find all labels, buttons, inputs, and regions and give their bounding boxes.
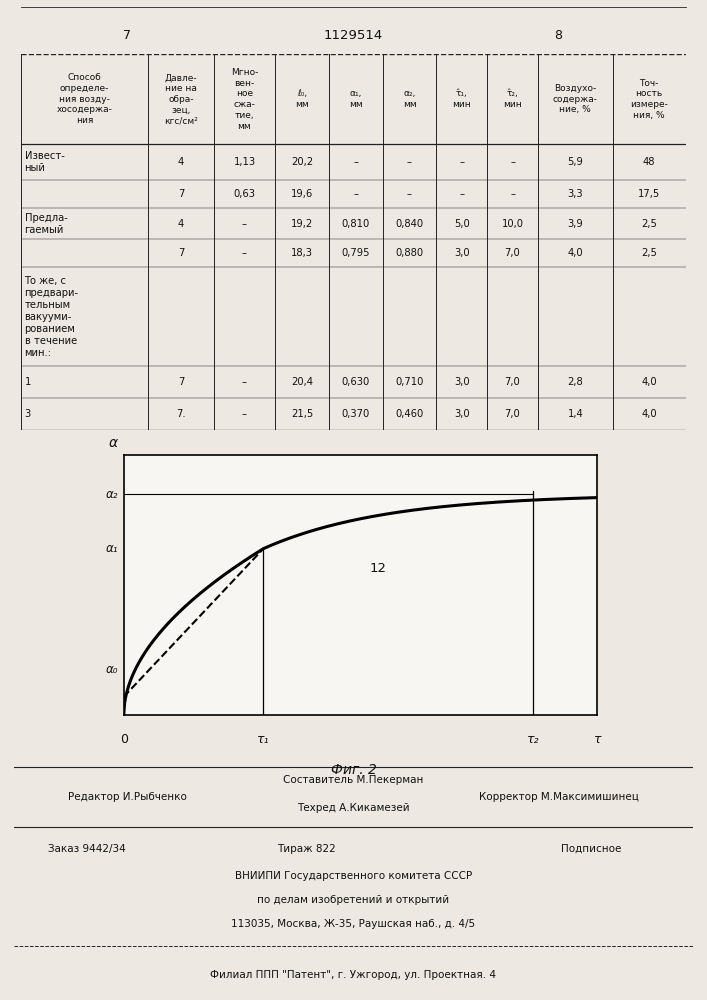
Text: Мгно-
вен-
ное
сжа-
тие,
мм: Мгно- вен- ное сжа- тие, мм xyxy=(230,68,258,131)
Text: Заказ 9442/34: Заказ 9442/34 xyxy=(48,844,126,854)
Text: 4,0: 4,0 xyxy=(641,409,657,419)
Text: 0,710: 0,710 xyxy=(395,377,423,387)
Text: 8: 8 xyxy=(554,29,563,42)
Text: τ̂₁,
мин: τ̂₁, мин xyxy=(452,89,471,109)
Text: 19,2: 19,2 xyxy=(291,219,313,229)
Text: 4,0: 4,0 xyxy=(641,377,657,387)
Text: 7,0: 7,0 xyxy=(505,248,520,258)
Text: –: – xyxy=(407,157,412,167)
Text: 0,795: 0,795 xyxy=(341,248,370,258)
Text: 3,9: 3,9 xyxy=(568,219,583,229)
Text: Точ-
ность
измере-
ния, %: Точ- ность измере- ния, % xyxy=(630,79,668,120)
Text: –: – xyxy=(460,157,464,167)
Text: 0,840: 0,840 xyxy=(395,219,423,229)
Text: 0,880: 0,880 xyxy=(395,248,423,258)
Text: –: – xyxy=(510,189,515,199)
Text: 3,0: 3,0 xyxy=(454,409,469,419)
Text: Извест-
ный: Извест- ный xyxy=(25,151,64,173)
Text: 5,9: 5,9 xyxy=(567,157,583,167)
Text: –: – xyxy=(510,157,515,167)
Text: –: – xyxy=(354,157,358,167)
Text: 3,0: 3,0 xyxy=(454,248,469,258)
Text: α₁: α₁ xyxy=(105,542,118,555)
Text: 10,0: 10,0 xyxy=(501,219,524,229)
Text: –: – xyxy=(242,409,247,419)
Text: 2,5: 2,5 xyxy=(641,248,657,258)
Text: –: – xyxy=(242,219,247,229)
Text: α₁,
мм: α₁, мм xyxy=(349,89,363,109)
Text: 3: 3 xyxy=(25,409,31,419)
Text: ℓ₀,
мм: ℓ₀, мм xyxy=(295,89,309,109)
Text: 4,0: 4,0 xyxy=(568,248,583,258)
Text: Филиал ППП "Патент", г. Ужгород, ул. Проектная. 4: Филиал ППП "Патент", г. Ужгород, ул. Про… xyxy=(211,970,496,980)
Text: 3,0: 3,0 xyxy=(454,377,469,387)
Text: α: α xyxy=(109,436,118,450)
Text: α₂: α₂ xyxy=(105,488,118,500)
Text: Корректор М.Максимишинец: Корректор М.Максимишинец xyxy=(479,792,638,802)
Text: Давле-
ние на
обра-
зец,
кгс/см²: Давле- ние на обра- зец, кгс/см² xyxy=(164,73,198,125)
Text: Составитель М.Пекерман: Составитель М.Пекерман xyxy=(284,775,423,785)
Text: Предла-
гаемый: Предла- гаемый xyxy=(25,213,67,235)
Text: Редактор И.Рыбченко: Редактор И.Рыбченко xyxy=(69,792,187,802)
Text: 7,0: 7,0 xyxy=(505,409,520,419)
Text: Тираж 822: Тираж 822 xyxy=(276,844,335,854)
Text: 0: 0 xyxy=(119,733,128,746)
Text: ВНИИПИ Государственного комитета СССР: ВНИИПИ Государственного комитета СССР xyxy=(235,871,472,881)
Text: α₂,
мм: α₂, мм xyxy=(402,89,416,109)
Text: 1129514: 1129514 xyxy=(324,29,383,42)
Text: 0,810: 0,810 xyxy=(341,219,370,229)
Text: Подписное: Подписное xyxy=(561,844,621,854)
Text: Способ
определе-
ния возду-
хосодержа-
ния: Способ определе- ния возду- хосодержа- н… xyxy=(57,73,112,125)
Text: 113035, Москва, Ж-35, Раушская наб., д. 4/5: 113035, Москва, Ж-35, Раушская наб., д. … xyxy=(231,919,476,929)
Text: 7: 7 xyxy=(123,29,132,42)
Text: τ₁: τ₁ xyxy=(257,733,269,746)
Text: 1,4: 1,4 xyxy=(568,409,583,419)
Text: 21,5: 21,5 xyxy=(291,409,313,419)
Text: 0,630: 0,630 xyxy=(341,377,370,387)
Text: 20,2: 20,2 xyxy=(291,157,313,167)
Text: 0,63: 0,63 xyxy=(233,189,255,199)
Text: 4: 4 xyxy=(178,157,184,167)
Text: 3,3: 3,3 xyxy=(568,189,583,199)
Text: 18,3: 18,3 xyxy=(291,248,313,258)
Text: 7: 7 xyxy=(178,189,185,199)
Text: 7: 7 xyxy=(178,248,185,258)
Text: –: – xyxy=(460,189,464,199)
Text: α₀: α₀ xyxy=(105,663,118,676)
Text: τ̂₂,
мин: τ̂₂, мин xyxy=(503,89,522,109)
Text: 48: 48 xyxy=(643,157,655,167)
Text: τ: τ xyxy=(594,733,601,746)
Text: 12: 12 xyxy=(370,562,387,575)
Text: Фиг. 2: Фиг. 2 xyxy=(331,763,376,777)
Text: 7.: 7. xyxy=(176,409,186,419)
Text: То же, с
предвари-
тельным
вакууми-
рованием
в течение
мин.:: То же, с предвари- тельным вакууми- рова… xyxy=(25,276,78,358)
Text: 7: 7 xyxy=(178,377,185,387)
Text: –: – xyxy=(242,248,247,258)
Text: 19,6: 19,6 xyxy=(291,189,313,199)
Text: 2,5: 2,5 xyxy=(641,219,657,229)
Text: 7,0: 7,0 xyxy=(505,377,520,387)
Text: 2,8: 2,8 xyxy=(568,377,583,387)
Text: 4: 4 xyxy=(178,219,184,229)
Text: 20,4: 20,4 xyxy=(291,377,313,387)
Text: Воздухо-
содержа-
ние, %: Воздухо- содержа- ние, % xyxy=(553,84,598,114)
Text: 0,370: 0,370 xyxy=(341,409,370,419)
Text: Техред А.Кикамезей: Техред А.Кикамезей xyxy=(297,803,410,813)
Text: τ₂: τ₂ xyxy=(527,733,539,746)
Text: 0,460: 0,460 xyxy=(395,409,423,419)
Text: 17,5: 17,5 xyxy=(638,189,660,199)
Text: –: – xyxy=(354,189,358,199)
Text: по делам изобретений и открытий: по делам изобретений и открытий xyxy=(257,895,450,905)
Text: 1: 1 xyxy=(25,377,31,387)
Text: 1,13: 1,13 xyxy=(233,157,255,167)
Text: –: – xyxy=(242,377,247,387)
Text: 5,0: 5,0 xyxy=(454,219,469,229)
Text: –: – xyxy=(407,189,412,199)
